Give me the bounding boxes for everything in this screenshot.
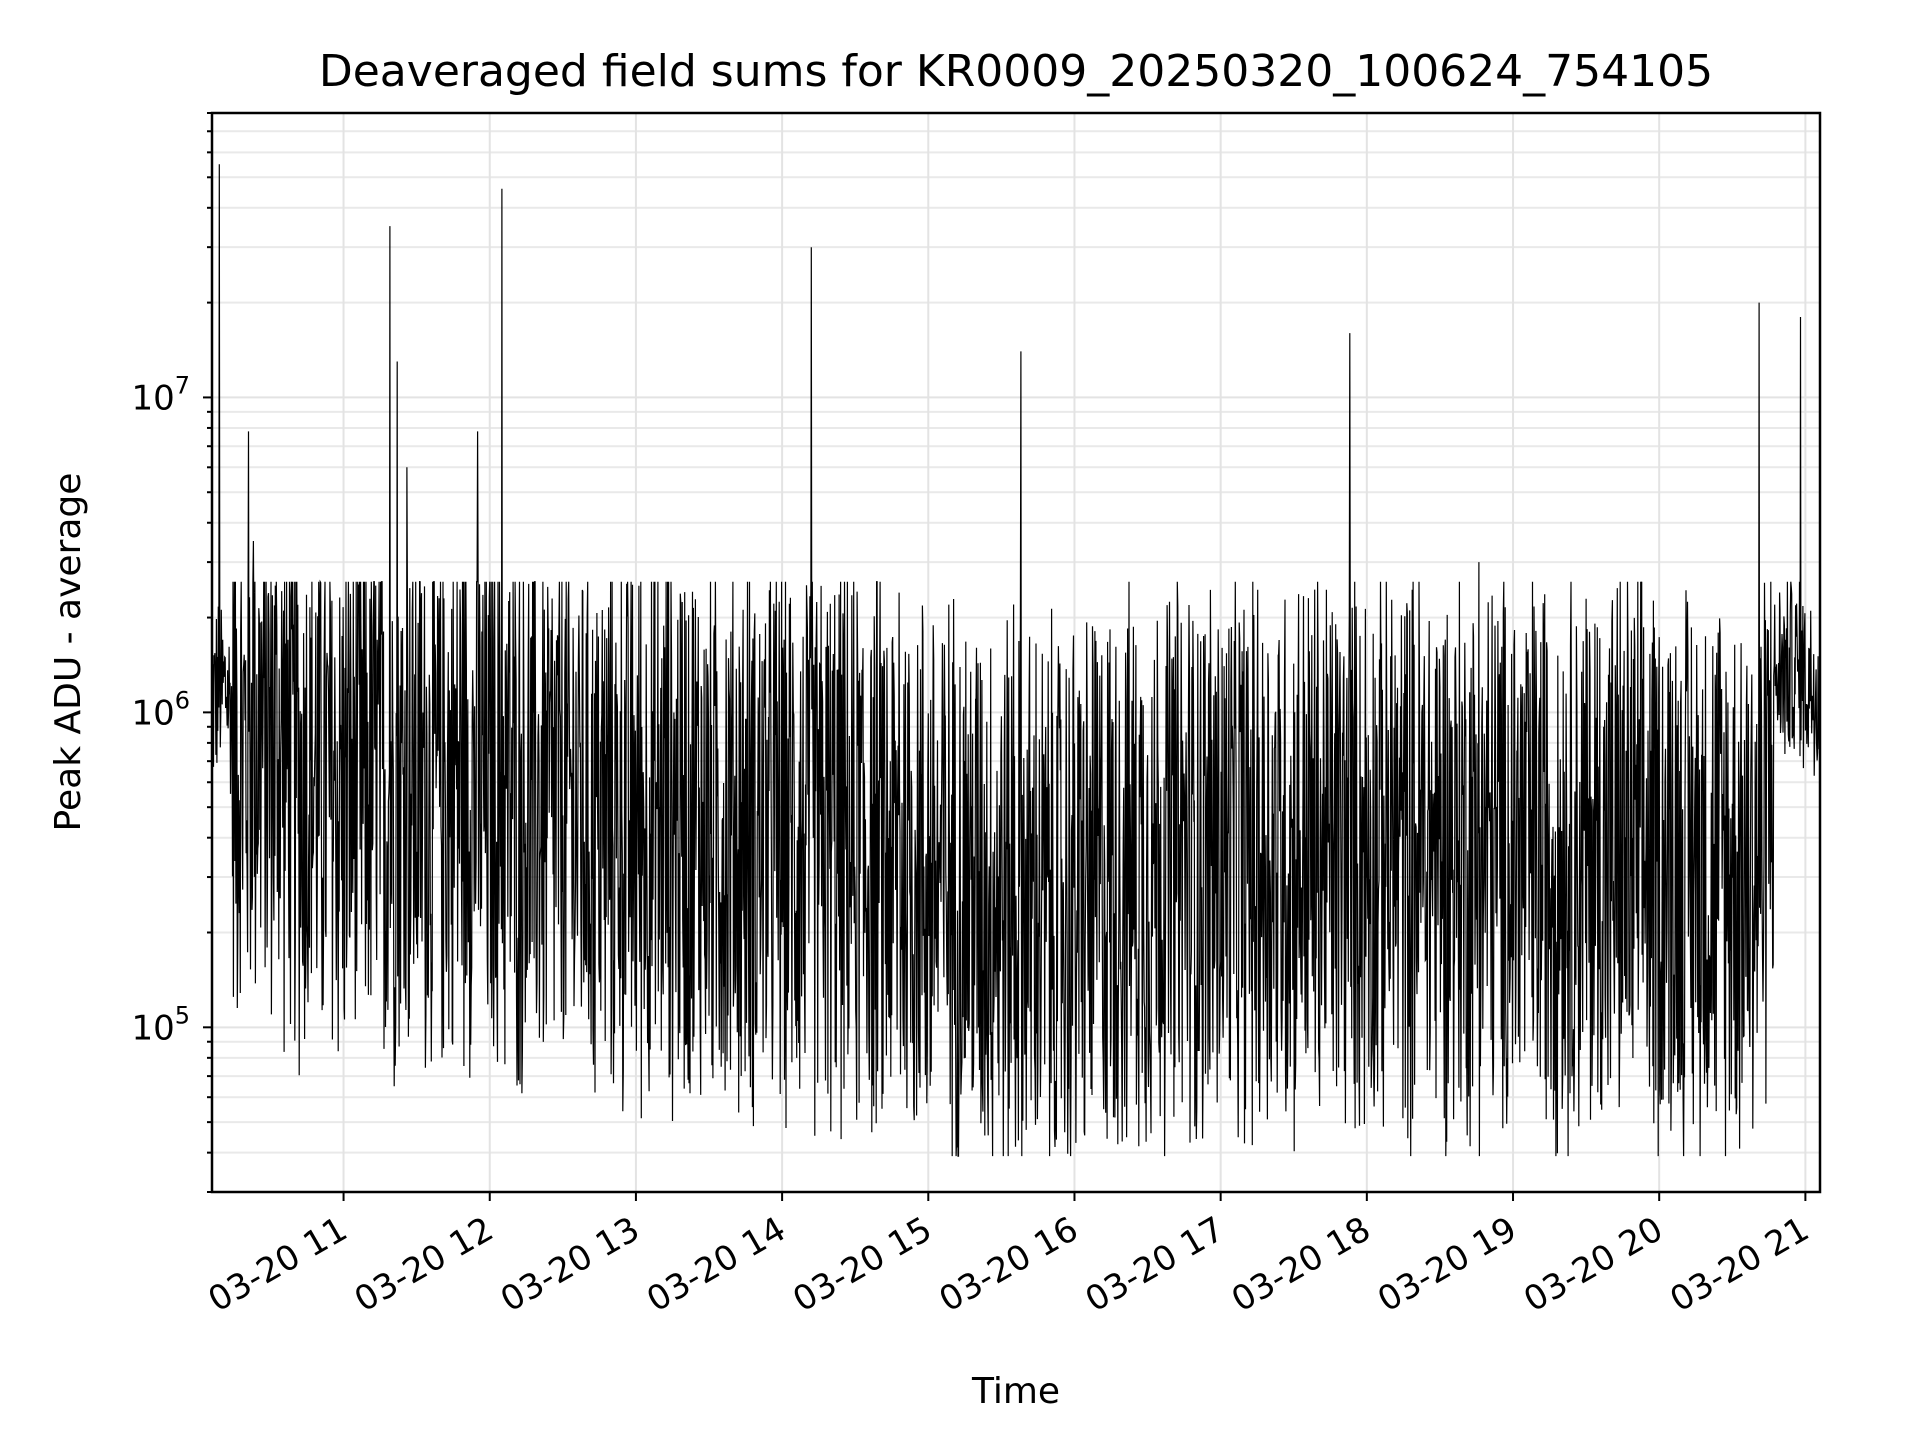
y-tick-label: 107 (131, 371, 190, 418)
plot-frame (210, 111, 1822, 1194)
y-tick-label: 106 (131, 686, 190, 733)
y-tick-exponent: 7 (175, 371, 190, 399)
y-tick-base: 10 (131, 378, 174, 418)
y-axis-label: Peak ADU - average (48, 473, 89, 832)
y-tick-base: 10 (131, 693, 174, 733)
y-tick-exponent: 5 (175, 1001, 190, 1029)
y-tick-base: 10 (131, 1008, 174, 1048)
series-line (211, 164, 1821, 1157)
x-axis-label: Time (971, 1371, 1060, 1412)
y-tick-label: 105 (131, 1001, 190, 1048)
series-layer (211, 164, 1821, 1157)
chart-title: Deaveraged field sums for KR0009_2025032… (319, 46, 1713, 97)
y-tick-exponent: 6 (175, 686, 190, 714)
